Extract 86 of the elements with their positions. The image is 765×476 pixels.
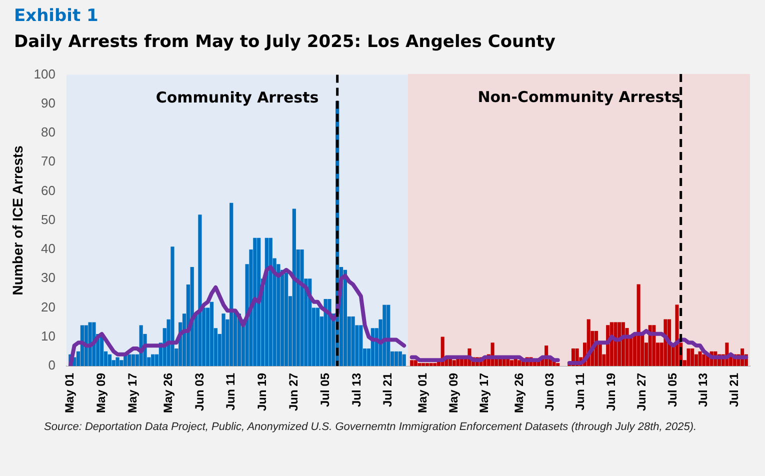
bar [382,304,386,366]
x-tick-label: Jul 13 [696,372,710,408]
band-label: Non-Community Arrests [478,88,680,106]
x-tick-label: May 09 [94,372,108,414]
bar [151,354,155,366]
bar [686,348,690,366]
x-tick-label: May 17 [477,372,492,414]
x-tick-label: May 26 [160,372,175,414]
y-tick-label: 50 [41,212,56,227]
chart-title: Exhibit 1 [14,6,100,26]
bar [698,351,702,366]
x-tick-label: Jun 03 [542,372,556,411]
bar [100,336,104,366]
y-tick-label: 20 [41,299,56,314]
x-tick-label: Jun 11 [224,372,238,410]
bar [410,360,414,366]
chart-subtitle: Daily Arrests from May to July 2025: Los Angeles County [14,32,556,52]
x-tick-label: Jul 21 [380,372,395,408]
bar [343,270,347,366]
bar [328,299,332,366]
x-tick-label: Jul 05 [318,372,332,408]
bar [402,354,406,366]
bar [222,314,226,366]
bar [433,363,437,366]
y-tick-label: 90 [41,95,56,110]
y-tick-label: 10 [41,328,56,344]
x-tick-label: Jun 19 [604,372,618,411]
source-note: Source: Deportation Data Project, Public, Anonymized U.S. Governemtn Immigration Enforcement Datasets (through July 28th, 2025). [44,420,698,435]
bar [170,246,174,366]
y-tick-label: 40 [41,241,56,256]
x-tick-label: Jul 05 [665,372,680,408]
bar [652,325,656,366]
bar [518,360,522,366]
x-tick-label: Jun 19 [255,372,270,411]
bar [636,284,640,366]
y-tick-label: 60 [41,182,56,198]
bar [131,354,136,366]
y-tick-label: 80 [41,124,56,140]
bar [120,360,124,366]
bar [386,304,390,366]
bar [108,354,112,366]
bar [510,360,514,366]
bar [702,354,706,366]
bar [268,238,272,366]
x-tick-label: Jul 13 [349,372,364,408]
y-tick-label: 100 [34,66,56,82]
bar [422,363,426,366]
bar [418,363,422,366]
bar [394,351,398,366]
bar [425,363,429,366]
bar [621,322,625,366]
bar [210,302,214,366]
x-tick-label: May 09 [446,372,460,414]
x-tick-label: Jun 03 [192,372,206,411]
x-tick-label: Jun 11 [573,372,588,410]
bar [556,363,560,366]
bar [452,360,456,366]
bar [316,308,320,366]
bar [359,325,363,366]
bar [324,299,328,366]
bar [253,238,257,366]
bar [690,348,694,366]
bar [127,354,132,366]
bar [116,357,120,366]
bar [284,272,288,366]
band-label: Community Arrests [156,88,319,107]
x-tick-label: May 17 [126,372,140,414]
y-tick-label: 30 [41,270,56,286]
bar [300,250,304,366]
x-tick-label: Jul 21 [726,372,741,408]
bar [292,208,296,366]
x-tick-label: Jun 27 [286,372,300,411]
bar [429,363,433,366]
x-tick-label: May 26 [512,372,526,414]
bar [198,214,202,366]
x-tick-label: May 01 [62,372,77,414]
bar [230,202,234,366]
y-tick-label: 70 [41,154,56,169]
bar [675,304,679,366]
bar [351,316,355,366]
bar [398,351,402,366]
y-axis-title: Number of ICE Arrests [9,145,26,296]
x-tick-label: May 01 [416,372,430,414]
y-tick-label: 0 [48,358,56,373]
bar [414,360,418,366]
x-tick-label: Jun 27 [634,372,649,411]
